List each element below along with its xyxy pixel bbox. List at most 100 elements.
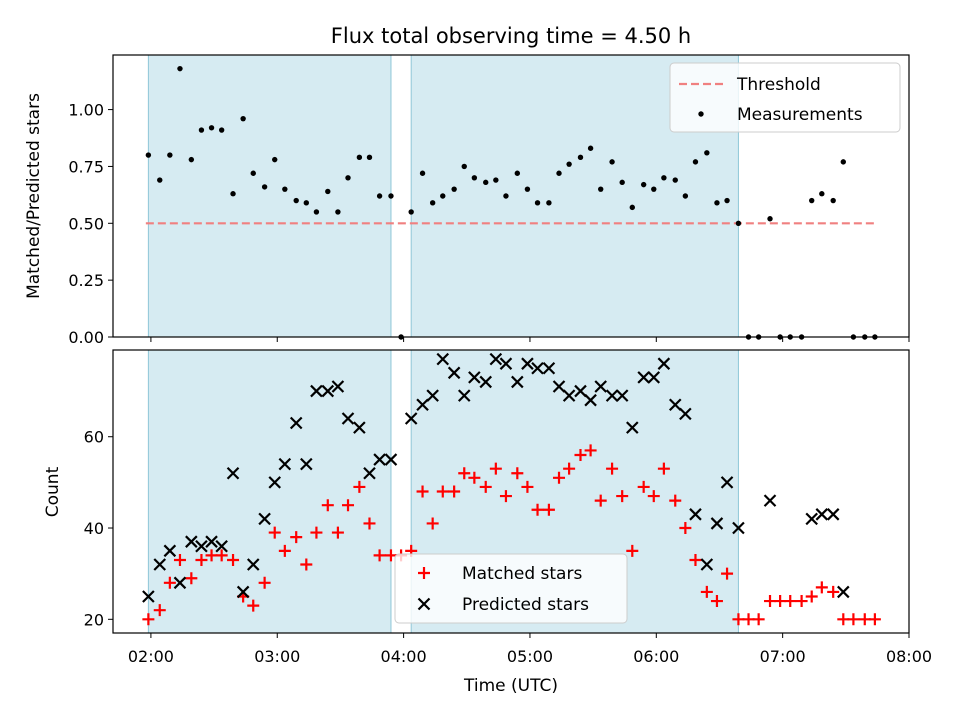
- y-tick-label: 1.00: [68, 101, 104, 120]
- predicted-star-point: [763, 494, 777, 507]
- matched-star-point: [647, 490, 660, 503]
- matched-star-point: [300, 558, 313, 571]
- matched-star-point: [574, 448, 587, 461]
- predicted-star-point: [732, 521, 745, 535]
- measurement-point: [366, 154, 373, 161]
- predicted-star-point: [710, 517, 724, 530]
- measurement-point: [145, 152, 152, 158]
- bottom-y-axis-label: Count: [43, 466, 63, 517]
- bottom-plot-frame: [112, 349, 910, 634]
- measurement-point: [587, 145, 594, 151]
- predicted-star-point: [215, 539, 228, 553]
- predicted-star-point: [468, 371, 481, 384]
- matched-star-point: [227, 553, 240, 566]
- matched-star-point: [657, 462, 670, 475]
- legend-measurements-label: Measurements: [737, 105, 863, 125]
- x-tick-label: 06:00: [633, 647, 679, 666]
- measurement-point: [440, 193, 446, 199]
- matched-star-point: [163, 576, 176, 589]
- legend-threshold-label: Threshold: [736, 75, 821, 95]
- top-legend: Threshold Measurements: [669, 62, 901, 133]
- predicted-star-point: [173, 576, 187, 590]
- matched-star-point: [784, 595, 797, 608]
- matched-star-point: [268, 526, 281, 539]
- matched-star-point: [426, 517, 439, 530]
- measurement-point: [493, 177, 499, 183]
- legend-predicted-label: Predicted stars: [462, 595, 589, 615]
- predicted-star-point: [384, 453, 398, 466]
- matched-star-point: [669, 494, 682, 507]
- predicted-star-point: [605, 389, 619, 402]
- matched-star-point: [363, 517, 376, 530]
- x-tick-label: 02:00: [128, 647, 174, 666]
- measurement-point: [177, 65, 183, 72]
- matched-star-point: [858, 613, 871, 626]
- measurement-point: [313, 209, 320, 215]
- measurement-point: [419, 170, 426, 176]
- matched-star-point: [563, 462, 576, 475]
- measurement-point: [335, 209, 341, 215]
- chart-title: Flux total observing time = 4.50 h: [331, 24, 691, 48]
- legend-plus-marker: [418, 567, 430, 579]
- predicted-star-point: [258, 512, 271, 526]
- matched-star-point: [594, 494, 607, 507]
- predicted-star-point: [226, 466, 240, 480]
- measurement-point: [629, 204, 635, 211]
- predicted-star-point: [236, 585, 250, 599]
- measurement-point: [724, 197, 730, 204]
- measurement-point: [157, 177, 163, 183]
- matched-star-point: [448, 485, 461, 498]
- matched-star-point: [290, 531, 303, 544]
- matched-star-point: [205, 549, 218, 562]
- matched-star-point: [173, 553, 186, 566]
- predicted-star-point: [310, 384, 323, 398]
- measurement-point: [356, 154, 363, 161]
- count-panel: 20 40 60 02:00 03:00 04:00 05:00 06:00 07:00 08:…: [43, 349, 932, 696]
- predicted-star-point: [278, 457, 292, 471]
- predicted-star-point: [552, 380, 566, 393]
- matched-star-point: [142, 613, 155, 626]
- measurement-point: [692, 159, 699, 165]
- measurement-point: [546, 200, 552, 206]
- matched-star-point: [868, 613, 881, 626]
- measurement-point: [566, 161, 572, 167]
- observing-window: [147, 349, 392, 634]
- top-legend-box: [669, 62, 901, 133]
- predicted-star-point: [531, 361, 544, 375]
- matched-star-point: [531, 503, 544, 516]
- matched-star-point: [815, 581, 828, 594]
- predicted-star-point: [542, 361, 556, 375]
- matched-star-point: [721, 567, 734, 580]
- predicted-star-point: [637, 371, 650, 384]
- measurement-point: [483, 179, 489, 186]
- matched-star-point: [837, 613, 850, 626]
- predicted-star-point: [185, 535, 198, 548]
- measurement-point: [376, 193, 383, 199]
- measurement-point: [714, 200, 720, 206]
- measurement-point: [261, 184, 268, 190]
- predicted-star-point: [668, 398, 682, 412]
- predicted-star-point: [353, 421, 366, 434]
- x-tick-label: 04:00: [381, 647, 427, 666]
- measurement-point: [640, 181, 647, 188]
- matched-star-point: [247, 599, 260, 612]
- predicted-star-point: [489, 352, 503, 366]
- x-tick-label: 05:00: [507, 647, 553, 666]
- predicted-star-point: [647, 371, 661, 384]
- matched-star-point: [616, 490, 629, 503]
- y-tick-label: 40: [84, 519, 104, 538]
- predicted-star-point: [246, 558, 260, 571]
- predicted-star-point: [499, 357, 513, 370]
- predicted-star-point: [562, 389, 576, 402]
- matched-star-point: [258, 576, 271, 589]
- matched-star-point: [752, 613, 765, 626]
- measurement-point: [167, 152, 173, 158]
- top-y-ticks: 0.00 0.25 0.50 0.75 1.00: [68, 101, 113, 347]
- predicted-star-point: [479, 375, 493, 389]
- top-y-axis-label: Matched/Predicted stars: [24, 93, 44, 299]
- predicted-star-point: [205, 535, 218, 548]
- matched-star-point: [774, 595, 787, 608]
- predicted-star-point: [363, 466, 376, 480]
- observing-window: [147, 54, 392, 338]
